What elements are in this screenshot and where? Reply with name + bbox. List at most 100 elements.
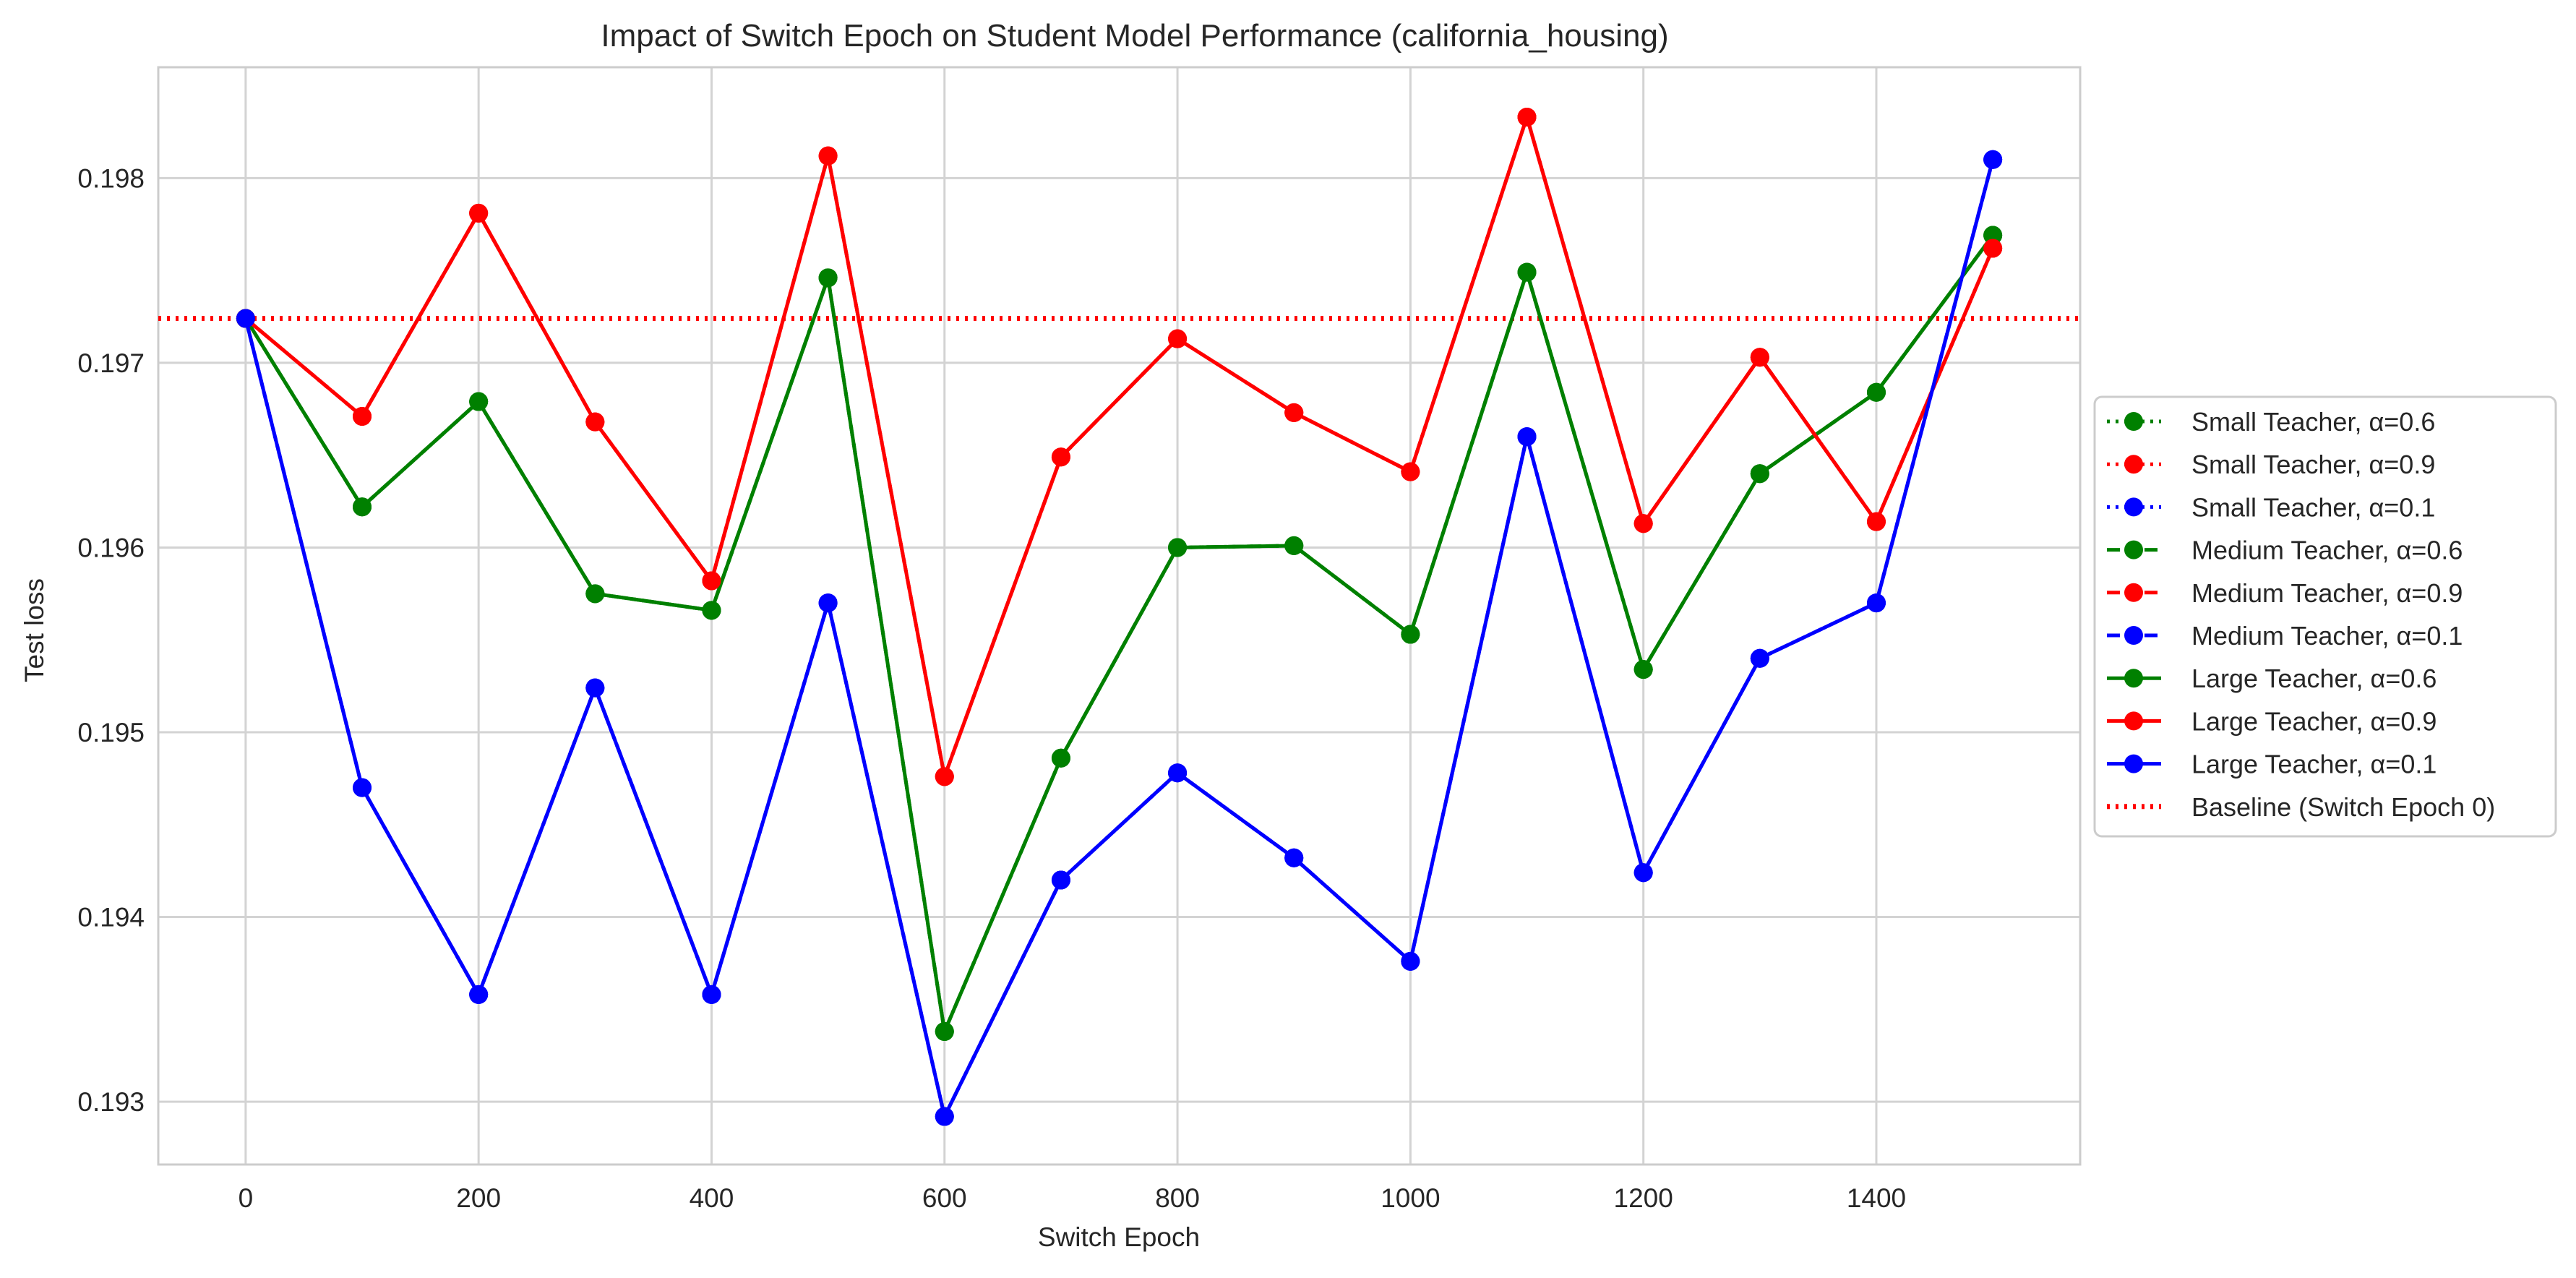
data-point	[1284, 848, 1304, 867]
data-point	[1983, 150, 2003, 169]
x-tick-label: 400	[690, 1183, 734, 1213]
data-point	[1750, 648, 1769, 668]
data-point	[702, 571, 721, 591]
data-point	[1983, 226, 2003, 245]
data-point	[935, 1107, 954, 1126]
y-axis-label: Test loss	[20, 578, 49, 682]
legend-entry: Small Teacher, α=0.9	[2107, 450, 2435, 479]
data-point	[469, 985, 489, 1004]
legend-entry: Large Teacher, α=0.6	[2107, 664, 2437, 693]
legend-entry: Large Teacher, α=0.9	[2107, 706, 2437, 736]
data-point	[1633, 863, 1653, 883]
plot-area-border	[157, 66, 2082, 1166]
y-tick-label: 0.196	[77, 533, 145, 562]
data-point	[1168, 763, 1188, 783]
data-point	[353, 497, 372, 517]
x-tick-label: 600	[922, 1183, 967, 1213]
legend-label: Medium Teacher, α=0.1	[2191, 621, 2463, 651]
legend-marker	[2124, 540, 2143, 559]
legend-label: Medium Teacher, α=0.6	[2191, 536, 2463, 565]
legend-label: Large Teacher, α=0.6	[2191, 664, 2437, 693]
data-point	[1633, 660, 1653, 679]
data-point	[1633, 514, 1653, 533]
legend-entry: Small Teacher, α=0.6	[2107, 407, 2435, 437]
legend-label: Small Teacher, α=0.1	[2191, 492, 2435, 522]
data-point	[469, 392, 489, 411]
data-point	[236, 309, 255, 328]
legend-marker	[2124, 497, 2143, 517]
legend-entry: Large Teacher, α=0.1	[2107, 750, 2437, 779]
x-tick-label: 800	[1155, 1183, 1200, 1213]
legend-entry: Medium Teacher, α=0.6	[2107, 536, 2463, 565]
axes-frame	[157, 66, 2082, 1166]
data-point	[1866, 382, 1886, 402]
legend-label: Small Teacher, α=0.9	[2191, 450, 2435, 479]
tick-labels: 0 200 400 600 800 1000 1200 1400 0.193 0.194 0.195…	[77, 163, 1906, 1213]
series-9	[236, 150, 2003, 1126]
data-point	[1517, 427, 1537, 447]
legend-label: Large Teacher, α=0.1	[2191, 750, 2437, 779]
legend-entry: Medium Teacher, α=0.9	[2107, 578, 2463, 608]
legend-marker	[2124, 455, 2143, 474]
data-point	[1284, 403, 1304, 422]
series-line	[244, 159, 1995, 1119]
y-tick-label: 0.198	[77, 163, 145, 193]
data-point	[1051, 870, 1070, 890]
y-tick-label: 0.195	[77, 718, 145, 747]
x-tick-label: 1000	[1381, 1183, 1440, 1213]
data-point	[353, 778, 372, 797]
legend-entry: Baseline (Switch Epoch 0)	[2107, 792, 2495, 822]
data-point	[1866, 512, 1886, 531]
legend-label: Small Teacher, α=0.6	[2191, 407, 2435, 437]
series-line	[244, 115, 1995, 779]
data-point	[585, 584, 605, 604]
data-point	[585, 412, 605, 432]
data-point	[1168, 329, 1188, 348]
data-point	[585, 678, 605, 698]
data-point	[702, 601, 721, 620]
legend-marker	[2124, 711, 2143, 731]
data-point	[1750, 348, 1769, 367]
data-point	[935, 1022, 954, 1041]
data-point	[818, 268, 838, 288]
data-point	[1401, 951, 1420, 971]
legend-entry: Small Teacher, α=0.1	[2107, 492, 2435, 522]
legend: Small Teacher, α=0.6 Small Teacher, α=0.9…	[2093, 395, 2557, 838]
series-8	[236, 108, 2003, 786]
chart-title: Impact of Switch Epoch on Student Model …	[601, 18, 1668, 53]
data-point	[1866, 593, 1886, 613]
legend-marker	[2124, 754, 2143, 773]
x-tick-label: 1400	[1847, 1183, 1906, 1213]
legend-box	[2093, 395, 2557, 838]
data-point	[1401, 462, 1420, 481]
data-point	[702, 985, 721, 1004]
legend-marker	[2124, 583, 2143, 602]
legend-marker	[2124, 626, 2143, 645]
data-point	[469, 203, 489, 223]
data-point	[1517, 262, 1537, 282]
legend-marker	[2124, 412, 2143, 431]
series-7	[236, 226, 2003, 1041]
data-point	[1401, 625, 1420, 644]
x-tick-label: 0	[239, 1183, 254, 1213]
y-tick-label: 0.194	[77, 903, 145, 932]
data-point	[935, 767, 954, 786]
y-tick-label: 0.193	[77, 1087, 145, 1117]
x-tick-label: 1200	[1614, 1183, 1673, 1213]
data-point	[818, 593, 838, 613]
x-tick-label: 200	[456, 1183, 501, 1213]
legend-label: Medium Teacher, α=0.9	[2191, 578, 2463, 608]
data-point	[1517, 108, 1537, 126]
series-line	[244, 234, 1995, 1034]
data-point	[1284, 536, 1304, 555]
legend-entry: Medium Teacher, α=0.1	[2107, 621, 2463, 651]
data-point	[1051, 447, 1070, 467]
data-point	[1983, 239, 2003, 258]
legend-label: Baseline (Switch Epoch 0)	[2191, 792, 2495, 822]
data-point	[1168, 538, 1188, 557]
data-point	[1750, 464, 1769, 484]
legend-marker	[2124, 669, 2143, 688]
data-point	[353, 407, 372, 426]
